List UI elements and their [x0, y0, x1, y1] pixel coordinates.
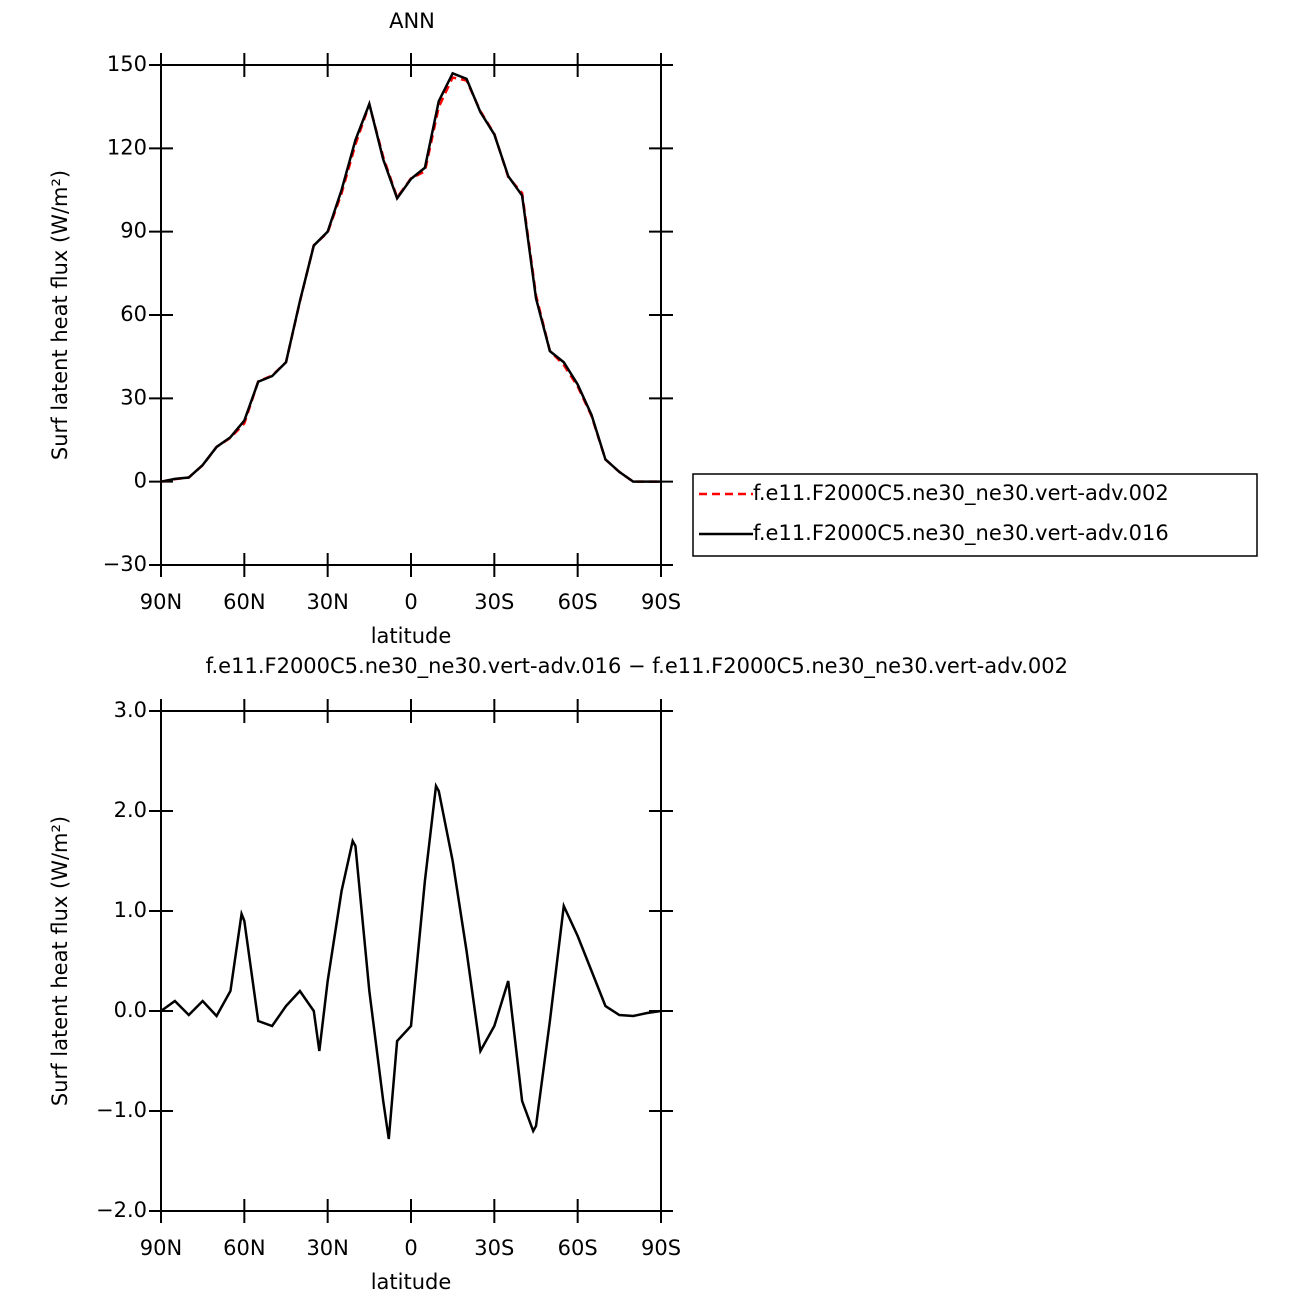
chart-title: ANN [389, 9, 435, 33]
x-tick-label: 60N [223, 1236, 265, 1260]
x-axis-label: latitude [371, 1270, 452, 1294]
y-tick-label: 1.0 [114, 898, 147, 922]
x-tick-label: 60S [558, 590, 598, 614]
x-tick-label: 60N [223, 590, 265, 614]
x-tick-label: 30N [306, 590, 348, 614]
x-axis-label: latitude [371, 624, 452, 648]
legend-label: f.e11.F2000C5.ne30_ne30.vert-adv.002 [753, 481, 1169, 506]
x-tick-label: 30N [306, 1236, 348, 1260]
y-tick-label: 3.0 [114, 698, 147, 722]
y-tick-label: 120 [107, 135, 147, 159]
x-tick-label: 0 [404, 590, 417, 614]
y-tick-label: −30 [103, 552, 147, 576]
x-tick-label: 90N [140, 1236, 182, 1260]
chart-title: f.e11.F2000C5.ne30_ne30.vert-adv.016 − f… [206, 654, 1068, 679]
y-tick-label: 60 [120, 302, 147, 326]
y-axis-label: Surf latent heat flux (W/m²) [48, 816, 72, 1106]
x-tick-label: 90S [641, 590, 681, 614]
y-tick-label: 0 [134, 469, 147, 493]
y-tick-label: 150 [107, 52, 147, 76]
legend-label: f.e11.F2000C5.ne30_ne30.vert-adv.016 [753, 521, 1169, 546]
data-line [160, 76, 661, 483]
data-line [160, 782, 662, 1140]
plot-frame [160, 64, 662, 566]
x-tick-label: 0 [404, 1236, 417, 1260]
y-tick-label: 0.0 [114, 998, 147, 1022]
y-tick-label: 2.0 [114, 798, 147, 822]
y-tick-label: 90 [120, 219, 147, 243]
x-tick-label: 90S [641, 1236, 681, 1260]
y-axis-label: Surf latent heat flux (W/m²) [48, 170, 72, 460]
data-line [160, 71, 661, 483]
legend-box [692, 473, 1258, 557]
y-tick-label: −2.0 [96, 1198, 147, 1222]
x-tick-label: 60S [558, 1236, 598, 1260]
y-tick-label: 30 [120, 385, 147, 409]
x-tick-label: 90N [140, 590, 182, 614]
y-tick-label: −1.0 [96, 1098, 147, 1122]
x-tick-label: 30S [474, 1236, 514, 1260]
x-tick-label: 30S [474, 590, 514, 614]
